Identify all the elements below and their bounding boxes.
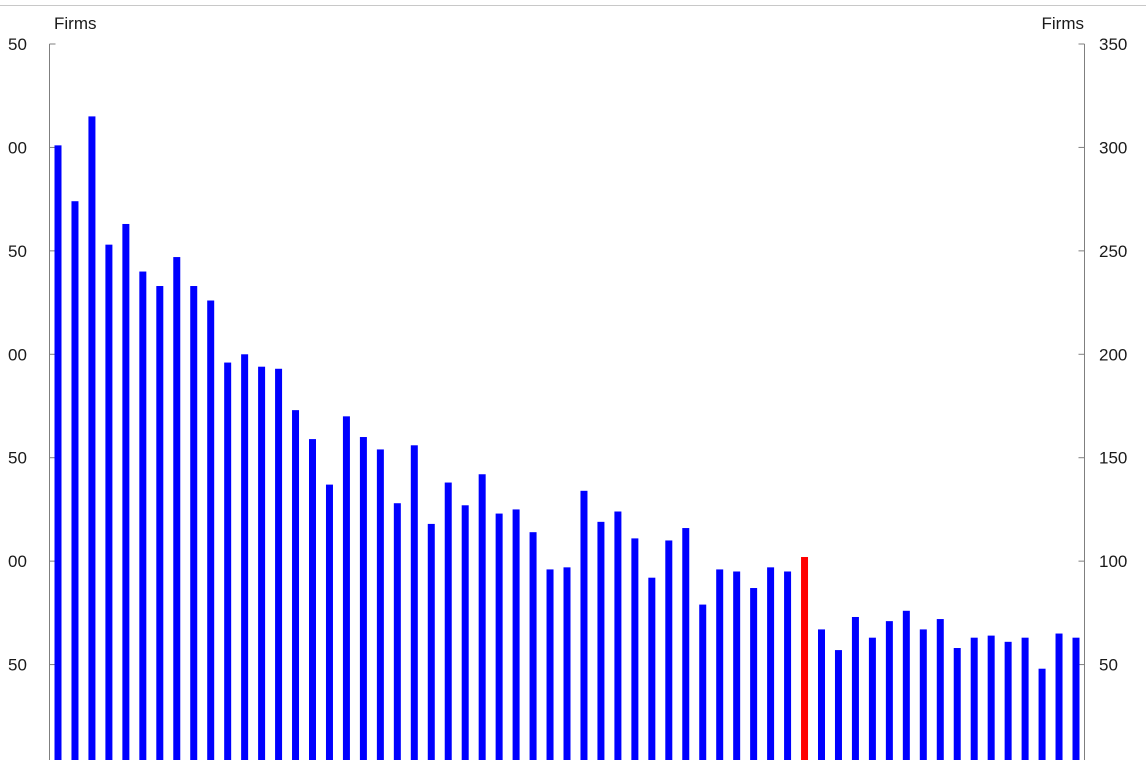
bar — [241, 354, 249, 760]
bar — [834, 650, 842, 760]
bar — [88, 116, 96, 760]
right-tick-label: 350 — [1099, 35, 1127, 54]
bar — [1055, 633, 1063, 760]
left-axis-unit-label: Firms — [54, 14, 96, 33]
bar — [1004, 641, 1012, 760]
left-tick-label: 00 — [8, 552, 27, 571]
left-tick-label: 50 — [8, 242, 27, 261]
right-axis-unit-label: Firms — [1042, 14, 1084, 33]
bar — [818, 629, 825, 760]
bar — [546, 569, 554, 760]
bar — [258, 366, 266, 760]
bar — [156, 286, 164, 760]
bar — [631, 538, 639, 760]
bar — [936, 619, 944, 760]
bar — [1038, 668, 1046, 760]
bar — [71, 201, 79, 760]
bar — [784, 571, 792, 760]
bar — [309, 439, 316, 760]
bar — [767, 567, 775, 760]
bar — [495, 513, 503, 760]
bar — [580, 490, 588, 760]
bar — [851, 616, 859, 760]
bar — [478, 474, 486, 760]
right-tick-label: 250 — [1099, 242, 1127, 261]
bar — [563, 567, 571, 760]
right-tick-label: 150 — [1099, 449, 1127, 468]
highlighted-bar — [801, 557, 809, 760]
bar — [1072, 637, 1080, 760]
bar — [902, 610, 910, 760]
bar — [444, 482, 452, 760]
bar — [342, 416, 350, 760]
bar — [461, 505, 469, 760]
bar — [953, 648, 961, 760]
bar — [716, 569, 724, 760]
bar — [410, 445, 418, 760]
bar — [699, 604, 707, 760]
bar — [105, 244, 113, 760]
bar — [292, 410, 300, 760]
left-tick-label: 00 — [8, 345, 27, 364]
bar — [393, 503, 401, 760]
bar — [597, 521, 605, 760]
right-tick-label: 50 — [1099, 656, 1118, 675]
right-tick-label: 200 — [1099, 345, 1127, 364]
bar — [376, 449, 384, 760]
bar — [885, 621, 893, 760]
bar — [275, 368, 283, 760]
left-axis-ticks: 50 00 50 00 50 00 50 — [8, 35, 56, 675]
bar — [224, 362, 232, 760]
bar — [190, 286, 198, 760]
bar — [665, 540, 673, 760]
bar — [919, 629, 927, 760]
bar — [614, 511, 622, 760]
right-tick-label: 300 — [1099, 138, 1127, 157]
bar — [359, 437, 367, 760]
bar — [325, 484, 333, 760]
bar — [427, 523, 435, 760]
bar — [733, 571, 741, 760]
bar — [868, 637, 876, 760]
right-axis-ticks: 350 300 250 200 150 100 50 — [1078, 35, 1127, 675]
bar — [512, 509, 520, 760]
left-tick-label: 50 — [8, 449, 27, 468]
bar — [54, 145, 62, 760]
bar — [122, 223, 130, 760]
bar — [207, 300, 215, 760]
bar — [139, 271, 147, 760]
bar — [987, 635, 995, 760]
bar — [648, 577, 656, 760]
bar — [529, 532, 537, 760]
left-tick-label: 50 — [8, 35, 27, 54]
bar — [750, 588, 758, 760]
bar — [173, 257, 181, 760]
left-tick-label: 50 — [8, 656, 27, 675]
bar — [970, 637, 978, 760]
bar — [682, 528, 690, 760]
bar — [1021, 637, 1029, 760]
left-tick-label: 00 — [8, 138, 27, 157]
right-tick-label: 100 — [1099, 552, 1127, 571]
bar-series — [54, 116, 1080, 760]
